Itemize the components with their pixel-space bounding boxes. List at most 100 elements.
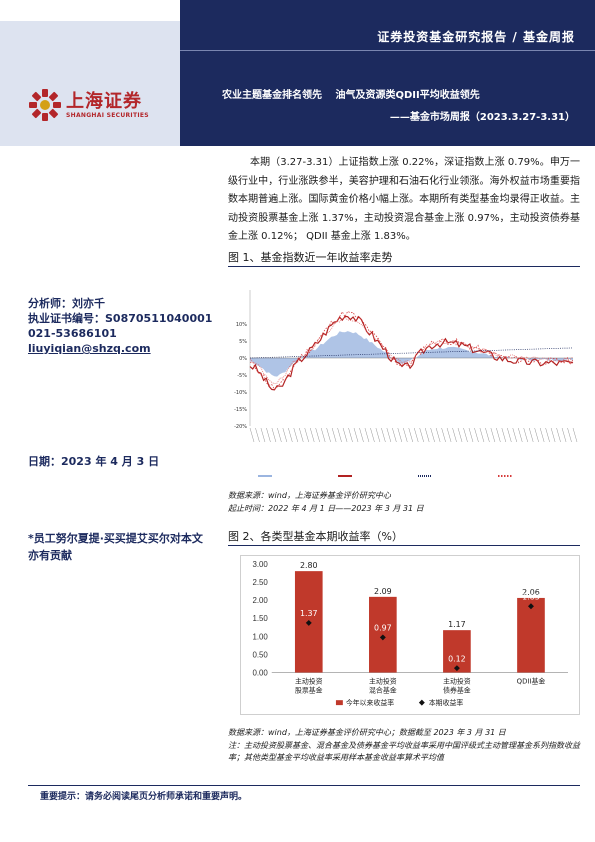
figure1-xtick bbox=[359, 427, 364, 443]
figure1-xtick bbox=[249, 427, 255, 443]
figure1-ytick: -5% bbox=[237, 373, 247, 379]
figure2-chart: 3.00 2.50 2.00 1.50 1.00 0.50 0.00 2.80 1.37 主动投… bbox=[240, 555, 580, 715]
figure1-xtick bbox=[277, 427, 282, 443]
figure2-ytick: 1.00 bbox=[252, 632, 268, 641]
figure1-xtick bbox=[474, 427, 479, 443]
figure1-xtick bbox=[468, 427, 474, 443]
figure2-legend-swatch bbox=[335, 700, 343, 706]
figure1-source: 数据来源：wind，上海证券基金评价研究中心 bbox=[228, 491, 391, 500]
figure2-legend-swatch bbox=[418, 699, 425, 706]
figure2-source: 数据来源：wind，上海证券基金评价研究中心；数据截至 2023 年 3 月 3… bbox=[228, 728, 506, 737]
figure1-xtick bbox=[496, 427, 501, 443]
figure1-area-series bbox=[250, 331, 573, 377]
figure1-xtick bbox=[512, 427, 517, 443]
figure2-ytick: 3.00 bbox=[252, 560, 268, 569]
report-date: 日期：2023 年 4 月 3 日 bbox=[28, 455, 160, 468]
figure1-xtick bbox=[397, 427, 403, 443]
figure2-ytick: 2.50 bbox=[252, 578, 268, 587]
figure1-line-series-4 bbox=[249, 347, 574, 359]
report-type: 证券投资基金研究报告 / 基金周报 bbox=[377, 30, 575, 44]
email-link[interactable]: liuyiqian@shzq.com bbox=[28, 342, 151, 355]
figure1-ytick: 5% bbox=[239, 339, 247, 345]
license-number: 执业证书编号：S0870511040001 bbox=[28, 312, 213, 325]
figure1-ytick: -10% bbox=[234, 390, 247, 396]
figure1-xtick bbox=[293, 427, 298, 443]
figure1-xtick bbox=[446, 427, 452, 443]
figure1-xtick bbox=[430, 427, 435, 443]
figure2-ytick: 1.50 bbox=[252, 614, 268, 623]
figure1-xtick bbox=[375, 427, 381, 443]
figure1-xtick bbox=[315, 427, 320, 443]
figure1-xtick bbox=[282, 427, 288, 443]
figure1-ytick: -15% bbox=[234, 407, 247, 413]
figure1-xtick bbox=[457, 427, 463, 443]
figure2-point bbox=[453, 665, 460, 672]
contributor-note: *员工努尔夏提·买买提艾买尔对本文亦有贡献 bbox=[28, 532, 203, 562]
figure1-xtick bbox=[381, 427, 386, 443]
figure1-xtick bbox=[386, 427, 392, 443]
report-subheadline: ——基金市场周报（2023.3.27-3.31） bbox=[389, 112, 575, 123]
figure1-xtick bbox=[435, 427, 441, 443]
figure2-point-label: 0.12 bbox=[448, 654, 466, 663]
figure1-xtick bbox=[304, 427, 309, 443]
figure1-xtick bbox=[523, 427, 528, 443]
figure1-xtick bbox=[370, 427, 375, 443]
figure2-legend-label: 今年以来收益率 bbox=[346, 698, 394, 707]
figure2-divider bbox=[228, 545, 580, 546]
figure1-xtick bbox=[403, 427, 408, 443]
figure1-xtick bbox=[260, 427, 266, 443]
figure2-ytick: 0.00 bbox=[252, 668, 268, 677]
figure2-category-label: 主动投资 bbox=[443, 676, 471, 685]
figure1-xtick bbox=[501, 427, 507, 443]
figure1-xtick bbox=[545, 427, 550, 443]
figure2-point-label: 0.97 bbox=[374, 623, 392, 632]
figure1-period: 起止时间：2022 年 4 月 1 日——2023 年 3 月 31 日 bbox=[228, 504, 424, 513]
figure1-xtick bbox=[271, 427, 277, 443]
figure1-xtick bbox=[556, 427, 561, 443]
summary-paragraph: 本期（3.27-3.31）上证指数上涨 0.22%，深证指数上涨 0.79%。申… bbox=[228, 157, 580, 242]
figure1-xtick bbox=[255, 427, 260, 443]
figure1-xtick bbox=[463, 427, 468, 443]
figure1-xtick bbox=[561, 427, 567, 443]
figure2-bar-label: 1.17 bbox=[448, 620, 466, 629]
figure2-point bbox=[528, 603, 534, 610]
figure1-xtick bbox=[414, 427, 419, 443]
figure1-xtick bbox=[288, 427, 293, 443]
figure1-xtick bbox=[490, 427, 496, 443]
figure1-xtick bbox=[364, 427, 370, 443]
figure2-category-label: 股票基金 bbox=[295, 685, 323, 694]
figure1-line-series-3 bbox=[249, 316, 574, 385]
figure1-xtick bbox=[567, 427, 572, 443]
header-top-band bbox=[180, 0, 595, 21]
figure1-xtick bbox=[485, 427, 490, 443]
figure2-point-label: 1.83 bbox=[522, 592, 540, 601]
figure1-xtick bbox=[342, 427, 348, 443]
figure1-xtick bbox=[572, 427, 578, 443]
figure1-xtick bbox=[534, 427, 539, 443]
figure1-xtick bbox=[299, 427, 304, 443]
company-logo: 上海证券 SHANGHAI SECURITIES bbox=[28, 88, 149, 122]
figure1-xtick bbox=[353, 427, 359, 443]
figure1-xtick bbox=[337, 427, 342, 443]
figure2-point-label: 1.37 bbox=[300, 609, 318, 618]
figure1-xtick bbox=[310, 427, 315, 443]
figure1-line-series-2 bbox=[249, 310, 574, 390]
figure2-bar-label: 2.80 bbox=[300, 561, 318, 570]
figure2-ytick: 2.00 bbox=[252, 596, 268, 605]
figure1-xtick bbox=[331, 427, 337, 443]
figure1-xtick bbox=[419, 427, 424, 443]
figure1-xtick bbox=[424, 427, 430, 443]
report-headline: 农业主题基金排名领先 油气及资源类QDII平均收益领先 bbox=[222, 90, 480, 101]
figure1-ytick: -20% bbox=[234, 424, 247, 430]
logo-text-cn: 上海证券 bbox=[66, 90, 142, 112]
figure1-ytick: 0% bbox=[239, 356, 247, 362]
figure2-category-label: 主动投资 bbox=[369, 676, 397, 685]
footer-disclaimer: 重要提示：请务必阅读尾页分析师承诺和重要声明。 bbox=[40, 792, 248, 802]
figure1-xtick bbox=[529, 427, 534, 443]
figure2-bar-label: 2.06 bbox=[522, 588, 540, 597]
figure1-xtick bbox=[518, 427, 523, 443]
figure1-xtick bbox=[348, 427, 353, 443]
figure1-xtick bbox=[479, 427, 485, 443]
figure2-bar-label: 2.09 bbox=[374, 587, 392, 596]
figure2-category-label: QDII基金 bbox=[517, 676, 546, 685]
